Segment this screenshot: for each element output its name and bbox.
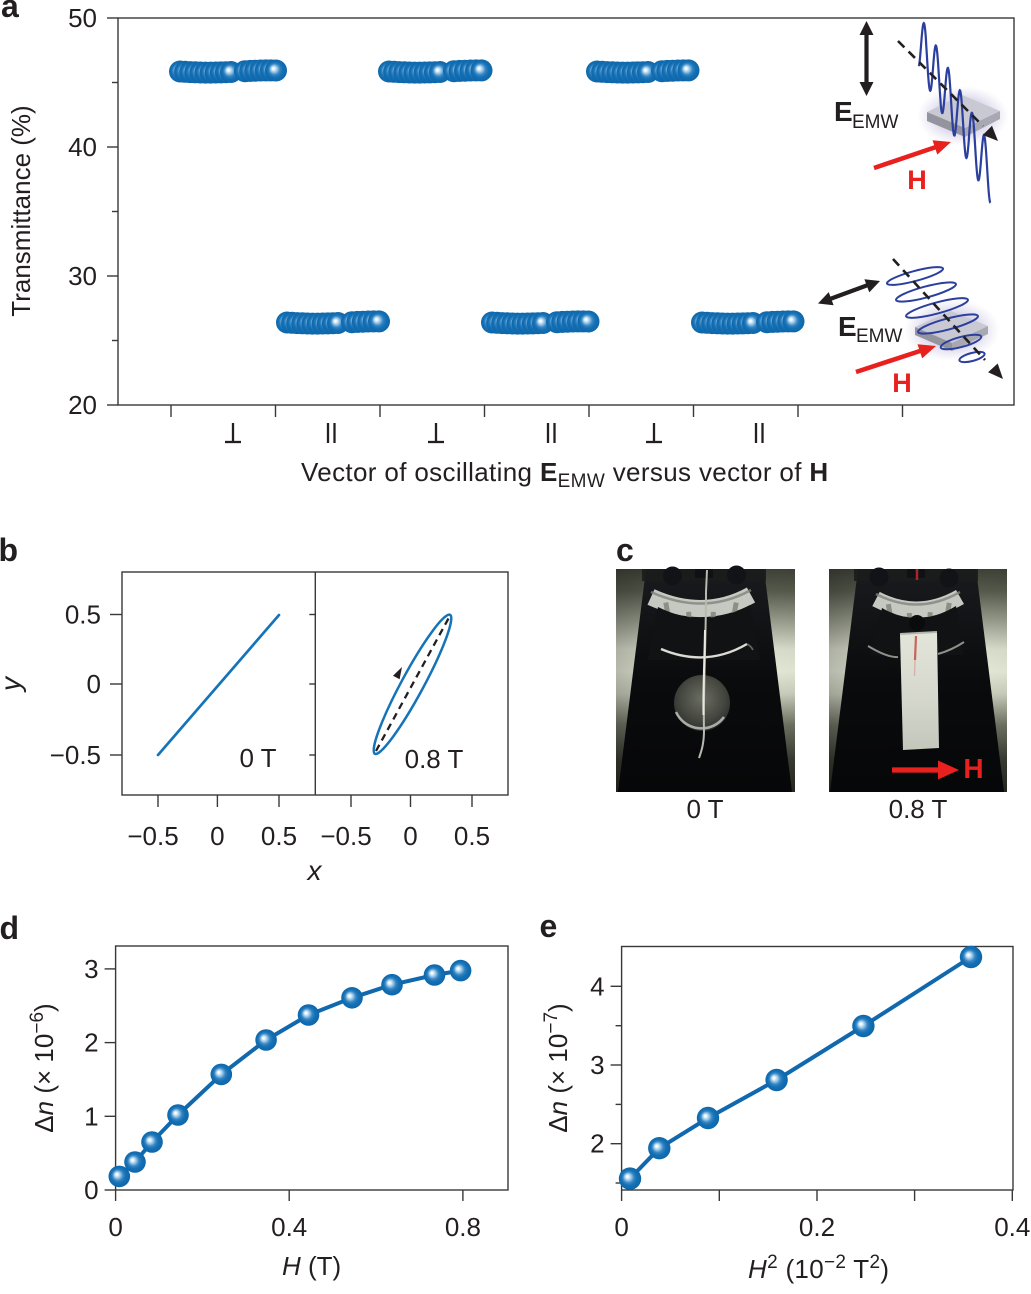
svg-text:Δn (× 10−6): Δn (× 10−6) (27, 1003, 59, 1132)
svg-text:H: H (892, 368, 912, 398)
svg-text:0 T: 0 T (239, 743, 276, 773)
svg-text:0.5: 0.5 (261, 821, 297, 851)
svg-text:E: E (834, 96, 853, 127)
svg-text:e: e (540, 908, 558, 944)
svg-text:−0.5: −0.5 (127, 821, 178, 851)
svg-text:0.4: 0.4 (271, 1212, 307, 1242)
svg-text:x: x (306, 855, 323, 886)
svg-text:2: 2 (590, 1129, 604, 1159)
svg-text:30: 30 (68, 261, 97, 291)
svg-text:0.5: 0.5 (454, 821, 490, 851)
svg-text:50: 50 (68, 3, 97, 33)
svg-text:EMW: EMW (852, 112, 899, 133)
svg-text:20: 20 (68, 390, 97, 420)
svg-text:b: b (0, 532, 18, 568)
svg-text:0.2: 0.2 (799, 1212, 835, 1242)
svg-text:40: 40 (68, 132, 97, 162)
svg-text:c: c (616, 532, 634, 568)
svg-text:0: 0 (108, 1212, 122, 1242)
svg-text:0: 0 (84, 1175, 98, 1205)
svg-text:0: 0 (403, 821, 417, 851)
svg-text:H2 (10−2 T2): H2 (10−2 T2) (748, 1252, 889, 1284)
svg-text:0: 0 (87, 669, 101, 699)
svg-text:3: 3 (590, 1050, 604, 1080)
svg-text:1: 1 (84, 1101, 98, 1131)
svg-text:4: 4 (590, 971, 604, 1001)
svg-text:E: E (838, 311, 857, 342)
svg-text:0.8: 0.8 (445, 1212, 481, 1242)
svg-text:0.8 T: 0.8 T (405, 744, 464, 774)
svg-text:H (T): H (T) (282, 1251, 341, 1281)
svg-text:H: H (907, 165, 927, 195)
svg-text:a: a (1, 0, 19, 24)
svg-text:0: 0 (614, 1212, 628, 1242)
svg-text:Δn (× 10−7): Δn (× 10−7) (541, 1003, 573, 1132)
svg-text:0: 0 (210, 821, 224, 851)
svg-text:0.5: 0.5 (65, 600, 101, 630)
svg-text:EMW: EMW (856, 326, 903, 347)
svg-text:Transmittance (%): Transmittance (%) (6, 105, 36, 316)
svg-text:0 T: 0 T (686, 794, 723, 824)
svg-text:Vector of oscillating EEMW ver: Vector of oscillating EEMW versus vector… (301, 457, 829, 492)
svg-text:2: 2 (84, 1028, 98, 1058)
svg-text:−0.5: −0.5 (50, 740, 101, 770)
svg-text:3: 3 (84, 954, 98, 984)
svg-text:H: H (963, 753, 983, 784)
svg-text:y: y (0, 675, 26, 693)
svg-text:d: d (0, 910, 19, 946)
svg-text:0.8 T: 0.8 T (889, 794, 948, 824)
svg-text:0.4: 0.4 (994, 1212, 1030, 1242)
svg-text:−0.5: −0.5 (320, 821, 371, 851)
